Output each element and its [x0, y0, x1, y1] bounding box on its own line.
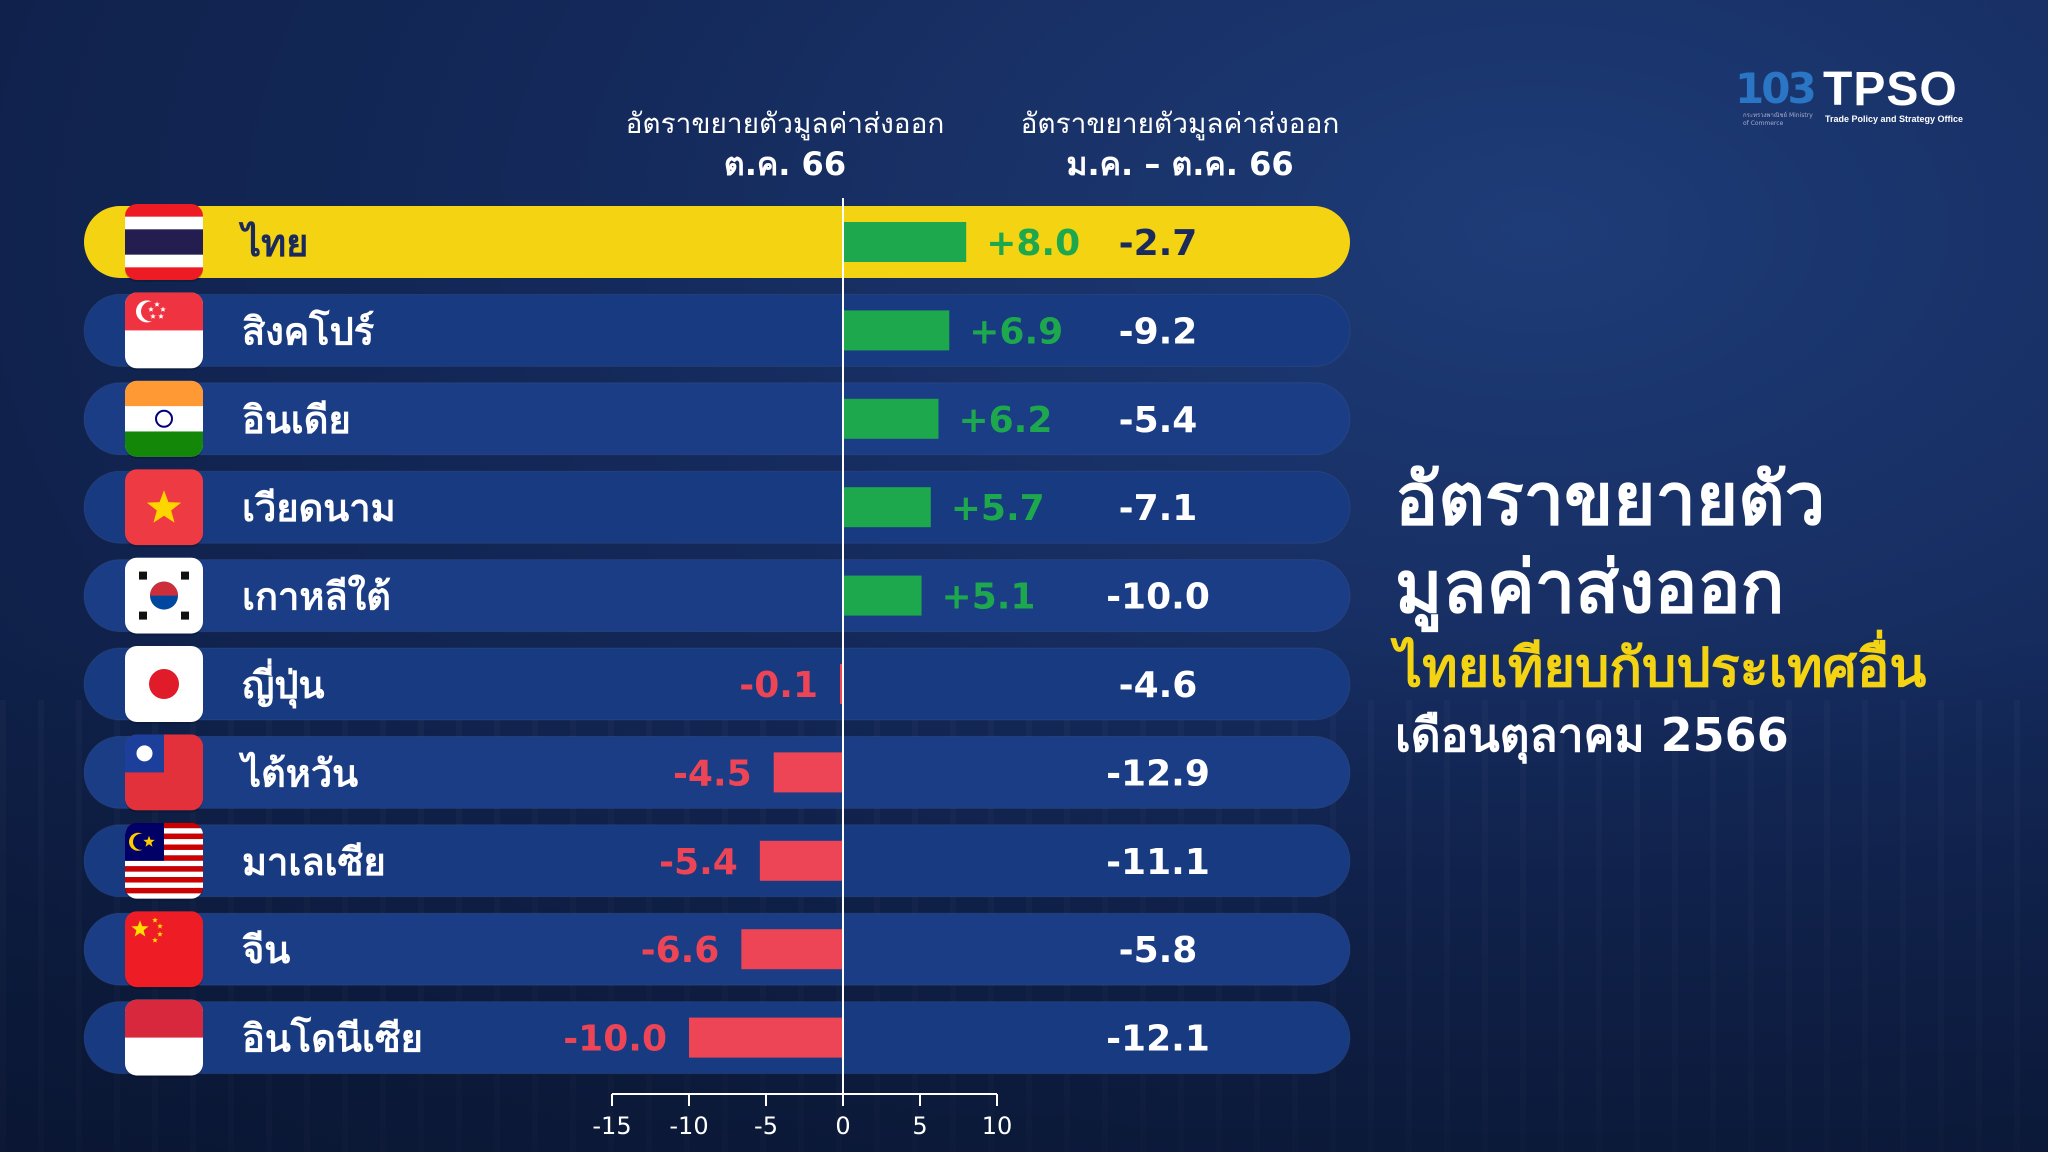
x-axis: -15 -10 -5 0 5 10: [592, 1093, 1013, 1140]
vietnam-flag: [125, 469, 203, 546]
country-label: มาเลเซีย: [242, 840, 386, 884]
bar: [843, 310, 950, 351]
bar: [843, 575, 922, 616]
row-background: [83, 559, 1351, 633]
bar: [689, 1017, 843, 1058]
chart-row: เกาหลีใต้ +5.1 -10.0: [83, 557, 1351, 636]
bar: [759, 840, 843, 881]
x-tick-label: -10: [669, 1112, 708, 1140]
china-flag: [125, 911, 203, 988]
data-label: +8.0: [986, 223, 1080, 264]
indonesia-flag: [125, 999, 203, 1076]
data-label: +6.9: [969, 311, 1063, 352]
title-line2: มูลค่าส่งออก: [1395, 545, 1785, 629]
ministry-logo-sub: กระทรวงพาณิชย์ Ministry of Commerce: [1743, 112, 1813, 127]
chart-row: สิงคโปร์ +6.9 -9.2: [83, 292, 1351, 371]
column-header-ytd-line1: อัตราขยายตัวมูลค่าส่งออก: [1020, 107, 1340, 140]
japan-flag: [125, 646, 203, 722]
chart-row: มาเลเซีย -5.4 -11.1: [83, 822, 1351, 901]
ytd-label: -5.8: [1119, 930, 1198, 971]
row-background: [83, 824, 1351, 898]
column-header-monthly-line1: อัตราขยายตัวมูลค่าส่งออก: [625, 107, 945, 140]
country-label: เวียดนาม: [242, 486, 396, 530]
row-background: [83, 735, 1351, 809]
malaysia-flag: [125, 822, 203, 899]
taiwan-flag: [125, 734, 203, 811]
data-label: -10.0: [563, 1019, 667, 1060]
country-label: สิงคโปร์: [242, 308, 375, 353]
ytd-label: -12.9: [1106, 753, 1210, 794]
south-korea-flag: [125, 557, 203, 634]
x-tick-label: -15: [592, 1112, 631, 1140]
x-tick-label: 10: [982, 1112, 1013, 1140]
country-label: อินโดนีเซีย: [242, 1016, 423, 1061]
data-label: -6.6: [641, 930, 720, 971]
column-header-monthly-line2: ต.ค. 66: [723, 145, 847, 183]
ytd-label: -7.1: [1119, 488, 1198, 529]
bar: [773, 752, 843, 793]
chart-row: ไทย +8.0 -2.7: [84, 204, 1350, 282]
bar: [840, 664, 843, 704]
country-label: เกาหลีใต้: [242, 575, 391, 619]
x-tick-label: 0: [835, 1112, 850, 1140]
bar: [741, 929, 843, 970]
ytd-label: -2.7: [1119, 223, 1198, 264]
row-background: [83, 470, 1351, 544]
chart-row: ไต้หวัน -4.5 -12.9: [83, 734, 1351, 813]
ytd-label: -5.4: [1119, 400, 1198, 441]
singapore-flag: [125, 292, 203, 369]
thailand-flag: [125, 204, 203, 280]
data-label: +5.7: [951, 488, 1045, 529]
bar: [843, 398, 939, 439]
chart-row: อินโดนีเซีย -10.0 -12.1: [83, 999, 1351, 1078]
chart-row: อินเดีย +6.2 -5.4: [83, 380, 1351, 459]
bar: [843, 222, 967, 262]
data-label: +6.2: [958, 400, 1052, 441]
ytd-label: -9.2: [1119, 311, 1198, 352]
ytd-label: -12.1: [1106, 1019, 1210, 1060]
tpso-logo-sub: Trade Policy and Strategy Office: [1825, 114, 1964, 124]
country-label: ญี่ปุ่น: [242, 658, 324, 709]
x-tick-label: 5: [912, 1112, 927, 1140]
country-label: จีน: [242, 928, 290, 972]
bar: [843, 487, 931, 528]
title-line4: เดือนตุลาคม 2566: [1395, 708, 1789, 762]
row-background: [83, 382, 1351, 456]
country-label: ไต้หวัน: [238, 751, 358, 795]
data-label: +5.1: [942, 577, 1036, 618]
row-background: [83, 293, 1351, 367]
chart-row: จีน -6.6 -5.8: [83, 911, 1351, 990]
ytd-label: -4.6: [1119, 665, 1198, 706]
title-line1: อัตราขยายตัว: [1395, 457, 1826, 541]
column-header-ytd-line2: ม.ค. – ต.ค. 66: [1066, 145, 1294, 183]
ytd-label: -10.0: [1106, 577, 1210, 618]
title-line3: ไทยเทียบกับประเทศอื่น: [1395, 636, 1927, 699]
data-label: -0.1: [739, 665, 818, 706]
country-label: อินเดีย: [242, 398, 351, 442]
ministry-103-logo: 103: [1735, 64, 1817, 113]
row-background: [84, 206, 1350, 278]
row-background: [83, 647, 1351, 721]
data-label: -4.5: [673, 753, 752, 794]
column-header-monthly: อัตราขยายตัวมูลค่าส่งออก ต.ค. 66: [605, 104, 965, 184]
ytd-label: -11.1: [1106, 842, 1210, 883]
title-block: อัตราขยายตัว มูลค่าส่งออก ไทยเทียบกับประ…: [1395, 455, 1926, 765]
x-tick-label: -5: [754, 1112, 778, 1140]
chart-row: ญี่ปุ่น -0.1 -4.6: [83, 646, 1351, 724]
country-label: ไทย: [238, 221, 308, 265]
logo-group: 103 กระทรวงพาณิชย์ Ministry of Commerce …: [1735, 62, 1975, 132]
tpso-logo: TPSO: [1823, 63, 1958, 116]
data-label: -5.4: [659, 842, 738, 883]
column-header-ytd: อัตราขยายตัวมูลค่าส่งออก ม.ค. – ต.ค. 66: [990, 104, 1370, 184]
chart-row: เวียดนาม +5.7 -7.1: [83, 469, 1351, 548]
india-flag: [125, 380, 203, 457]
row-background: [83, 912, 1351, 986]
